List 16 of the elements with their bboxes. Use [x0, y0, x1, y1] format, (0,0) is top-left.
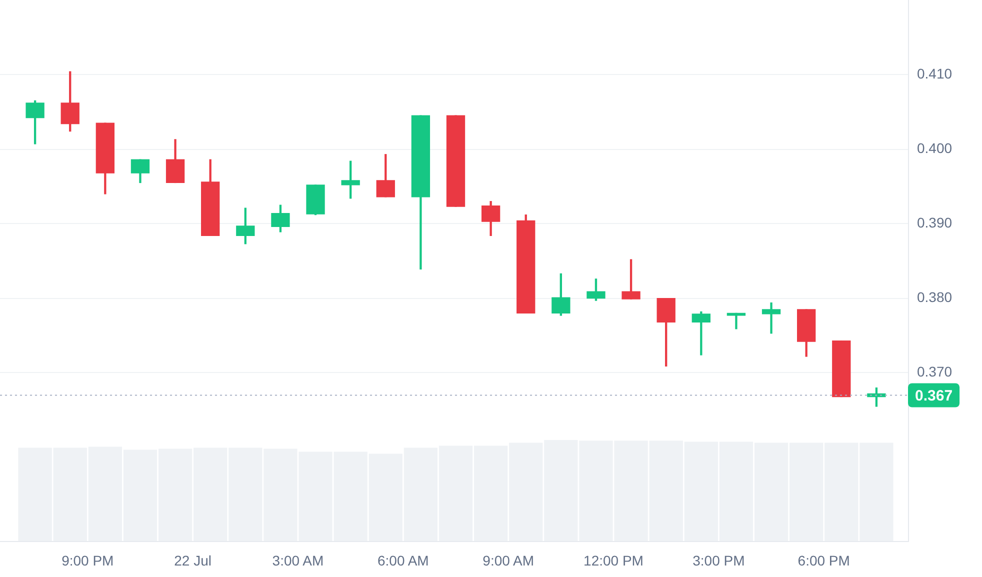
x-tick-label: 3:00 AM	[272, 552, 324, 568]
x-tick-label: 12:00 PM	[584, 552, 644, 568]
x-tick-label: 9:00 PM	[62, 552, 114, 568]
x-tick-label: 9:00 AM	[482, 552, 534, 568]
y-tick-label: 0.400	[917, 140, 952, 156]
x-tick-label: 6:00 AM	[377, 552, 429, 568]
y-tick-label: 0.410	[917, 65, 952, 82]
ref-line-label: 0.367	[915, 387, 953, 404]
x-tick-label: 22 Jul	[174, 552, 212, 568]
y-tick-label: 0.390	[917, 214, 952, 231]
x-tick-label: 6:00 PM	[798, 552, 850, 568]
candlestick	[726, 312, 746, 330]
candlestick	[762, 302, 781, 334]
y-tick-label: 0.380	[917, 289, 952, 306]
y-tick-label: 0.370	[917, 364, 952, 380]
x-tick-label: 3:00 PM	[692, 552, 745, 568]
